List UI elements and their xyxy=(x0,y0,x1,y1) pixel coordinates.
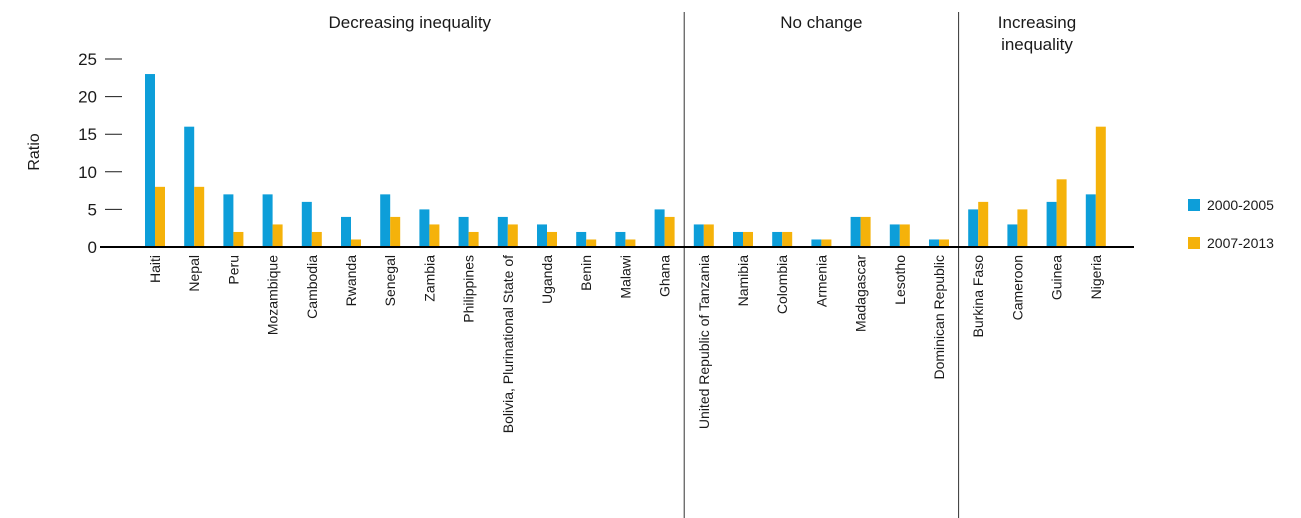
category-label: Haiti xyxy=(147,255,163,283)
category-label: Madagascar xyxy=(853,255,869,332)
category-label: Guinea xyxy=(1049,255,1065,300)
bar xyxy=(615,231,626,247)
legend: 2000-2005 2007-2013 xyxy=(1188,197,1274,251)
group-label: No change xyxy=(780,13,862,32)
y-tick-label: 10 xyxy=(78,163,97,182)
bar xyxy=(664,216,675,247)
category-label: Zambia xyxy=(421,255,437,302)
bar xyxy=(968,209,979,247)
bar xyxy=(537,224,547,247)
bar xyxy=(693,224,704,247)
bar xyxy=(743,231,753,247)
category-label: Philippines xyxy=(461,255,477,323)
group-label: Increasing xyxy=(998,13,1076,32)
category-label: Cambodia xyxy=(304,255,320,319)
category-label: Namibia xyxy=(735,255,751,307)
category-label: Nepal xyxy=(186,255,202,292)
category-label: Uganda xyxy=(539,255,555,304)
legend-swatch xyxy=(1188,237,1200,249)
bar xyxy=(547,231,557,247)
legend-swatch xyxy=(1188,199,1200,211)
group-separators xyxy=(683,12,960,518)
category-label: United Republic of Tanzania xyxy=(696,255,712,429)
category-labels: Haiti Nepal Peru Mozambique Cambodia Rwanda Se… xyxy=(147,255,1104,434)
y-tick-label: 15 xyxy=(78,125,97,144)
bar xyxy=(507,224,518,247)
bars xyxy=(145,74,1106,247)
bar xyxy=(733,231,743,247)
bar xyxy=(233,231,244,247)
y-tick-label: 5 xyxy=(88,200,97,219)
category-label: Dominican Republic xyxy=(931,255,947,380)
bar xyxy=(860,216,871,247)
bar xyxy=(311,231,322,247)
legend-label: 2000-2005 xyxy=(1207,197,1274,213)
group-labels: Decreasing inequality No change Increasing… xyxy=(329,13,1077,54)
bar xyxy=(429,224,440,247)
category-label: Malawi xyxy=(617,255,633,299)
bar xyxy=(1046,201,1057,247)
bar xyxy=(978,201,989,247)
bar xyxy=(703,224,714,247)
category-label: Colombia xyxy=(774,255,790,314)
bar xyxy=(301,201,312,247)
bar xyxy=(586,239,597,247)
bar xyxy=(155,186,165,247)
bar xyxy=(1095,126,1106,247)
bar xyxy=(262,194,273,247)
category-label: Burkina Faso xyxy=(970,255,986,338)
bar xyxy=(194,186,205,247)
category-label: Senegal xyxy=(382,255,398,306)
legend-label: 2007-2013 xyxy=(1207,235,1274,251)
bar xyxy=(654,209,665,247)
bar xyxy=(1085,194,1096,247)
category-label: Lesotho xyxy=(892,255,908,305)
category-label: Mozambique xyxy=(265,255,281,335)
y-tick-label: 20 xyxy=(78,88,97,107)
category-label: Benin xyxy=(578,255,594,291)
category-label: Armenia xyxy=(813,255,829,307)
bar xyxy=(772,231,783,247)
bar xyxy=(1056,179,1067,247)
y-tick-label: 0 xyxy=(88,238,97,257)
bar xyxy=(939,239,949,247)
bar xyxy=(272,224,283,247)
bar xyxy=(458,216,469,247)
bar xyxy=(899,224,910,247)
bar xyxy=(380,194,391,247)
bar xyxy=(576,231,587,247)
bar xyxy=(145,74,155,247)
category-label: Cameroon xyxy=(1009,255,1025,320)
bar xyxy=(184,126,195,247)
bar xyxy=(850,216,861,247)
bar xyxy=(1017,209,1028,247)
bar xyxy=(468,231,479,247)
group-label: Decreasing inequality xyxy=(329,13,492,32)
category-label: Rwanda xyxy=(343,255,359,307)
category-label: Nigeria xyxy=(1088,255,1104,300)
y-axis-title: Ratio xyxy=(26,133,43,170)
bar xyxy=(929,239,939,247)
bar xyxy=(223,194,234,247)
bar xyxy=(351,239,361,247)
category-label: Ghana xyxy=(657,255,673,297)
category-label: Bolivia, Plurinational State of xyxy=(500,255,516,433)
bar xyxy=(821,239,832,247)
bar xyxy=(782,231,793,247)
y-tick-label: 25 xyxy=(78,50,97,69)
bar xyxy=(811,239,822,247)
bar xyxy=(341,216,351,247)
bar xyxy=(419,209,430,247)
bar xyxy=(390,216,401,247)
category-label: Peru xyxy=(225,255,241,285)
group-label: inequality xyxy=(1001,35,1073,54)
y-axis: 0 5 10 15 20 25 xyxy=(78,50,122,257)
bar xyxy=(625,239,636,247)
bar xyxy=(497,216,508,247)
bar xyxy=(889,224,900,247)
bar xyxy=(1007,224,1018,247)
